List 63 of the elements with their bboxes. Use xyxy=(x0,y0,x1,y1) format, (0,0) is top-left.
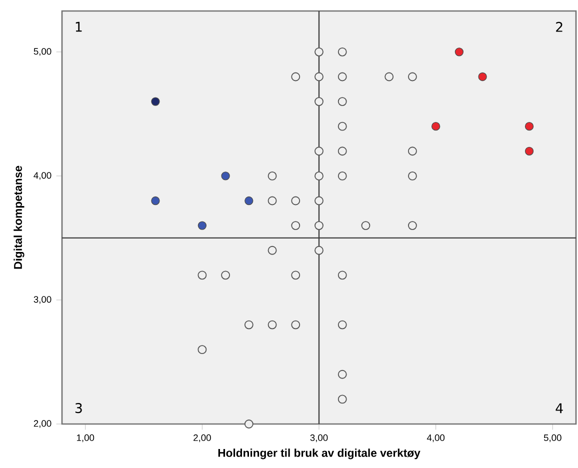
point xyxy=(268,246,277,255)
point xyxy=(291,320,300,330)
point xyxy=(291,221,300,230)
point xyxy=(291,270,300,280)
point xyxy=(361,221,370,230)
annotation: 4 xyxy=(556,403,563,414)
point xyxy=(408,171,417,180)
point xyxy=(314,146,324,156)
y-tick-label: 3,00 xyxy=(34,296,52,304)
x-tick-label: 2,00 xyxy=(194,434,211,442)
x-tick-label: 5,00 xyxy=(544,434,562,442)
point xyxy=(244,420,254,428)
point xyxy=(454,48,464,56)
point xyxy=(338,320,347,330)
point xyxy=(151,196,160,206)
point xyxy=(268,320,277,330)
x-axis-title: Holdninger til bruk av digitale verktøy xyxy=(218,448,420,460)
y-tick-label: 5,00 xyxy=(34,48,52,56)
point xyxy=(338,394,347,404)
point xyxy=(291,196,300,206)
x-tick-label: 4,00 xyxy=(426,434,445,442)
point xyxy=(268,171,277,180)
point xyxy=(244,196,254,206)
point xyxy=(384,72,394,82)
point xyxy=(314,72,324,82)
point xyxy=(408,221,417,230)
point xyxy=(291,72,300,82)
point xyxy=(314,97,324,106)
point xyxy=(408,146,417,156)
y-tick-label: 2,00 xyxy=(34,420,52,428)
point xyxy=(198,345,207,354)
point xyxy=(338,122,347,131)
point xyxy=(221,270,230,280)
point xyxy=(314,47,324,56)
point xyxy=(338,171,347,180)
y-tick-label: 4,00 xyxy=(34,172,52,180)
point xyxy=(314,221,324,230)
point xyxy=(268,196,277,206)
point xyxy=(221,172,230,180)
x-tick-label: 3,00 xyxy=(310,434,328,442)
point xyxy=(478,72,487,82)
point xyxy=(198,270,207,280)
point xyxy=(314,196,324,206)
y-axis-title: Digital kompetanse xyxy=(14,166,24,269)
point xyxy=(338,47,347,56)
annotation: 2 xyxy=(556,22,562,32)
point xyxy=(314,171,324,180)
annotation: 3 xyxy=(75,402,82,414)
point xyxy=(244,320,254,330)
point xyxy=(338,370,347,379)
point xyxy=(314,246,324,255)
annotation: 1 xyxy=(76,22,82,32)
point xyxy=(431,122,440,131)
point xyxy=(338,72,347,82)
point xyxy=(338,97,347,106)
point xyxy=(524,122,534,131)
point xyxy=(408,72,417,82)
point xyxy=(198,221,207,230)
point xyxy=(524,146,534,156)
point xyxy=(338,270,347,280)
point xyxy=(151,97,160,106)
x-tick-label: 1,00 xyxy=(76,434,94,442)
point xyxy=(338,146,347,156)
